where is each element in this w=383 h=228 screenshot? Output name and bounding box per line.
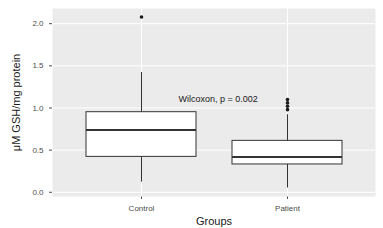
svg-text:μM GSH/mg protein: μM GSH/mg protein <box>10 54 22 151</box>
svg-text:Patient: Patient <box>275 204 301 213</box>
svg-text:0.0: 0.0 <box>32 188 44 197</box>
svg-text:1.0: 1.0 <box>32 104 44 113</box>
svg-text:Groups: Groups <box>196 215 233 227</box>
svg-text:2.0: 2.0 <box>32 19 44 28</box>
svg-text:1.5: 1.5 <box>32 61 44 70</box>
svg-text:0.5: 0.5 <box>32 146 44 155</box>
svg-text:Control: Control <box>129 204 155 213</box>
svg-text:Wilcoxon, p = 0.002: Wilcoxon, p = 0.002 <box>179 94 258 104</box>
